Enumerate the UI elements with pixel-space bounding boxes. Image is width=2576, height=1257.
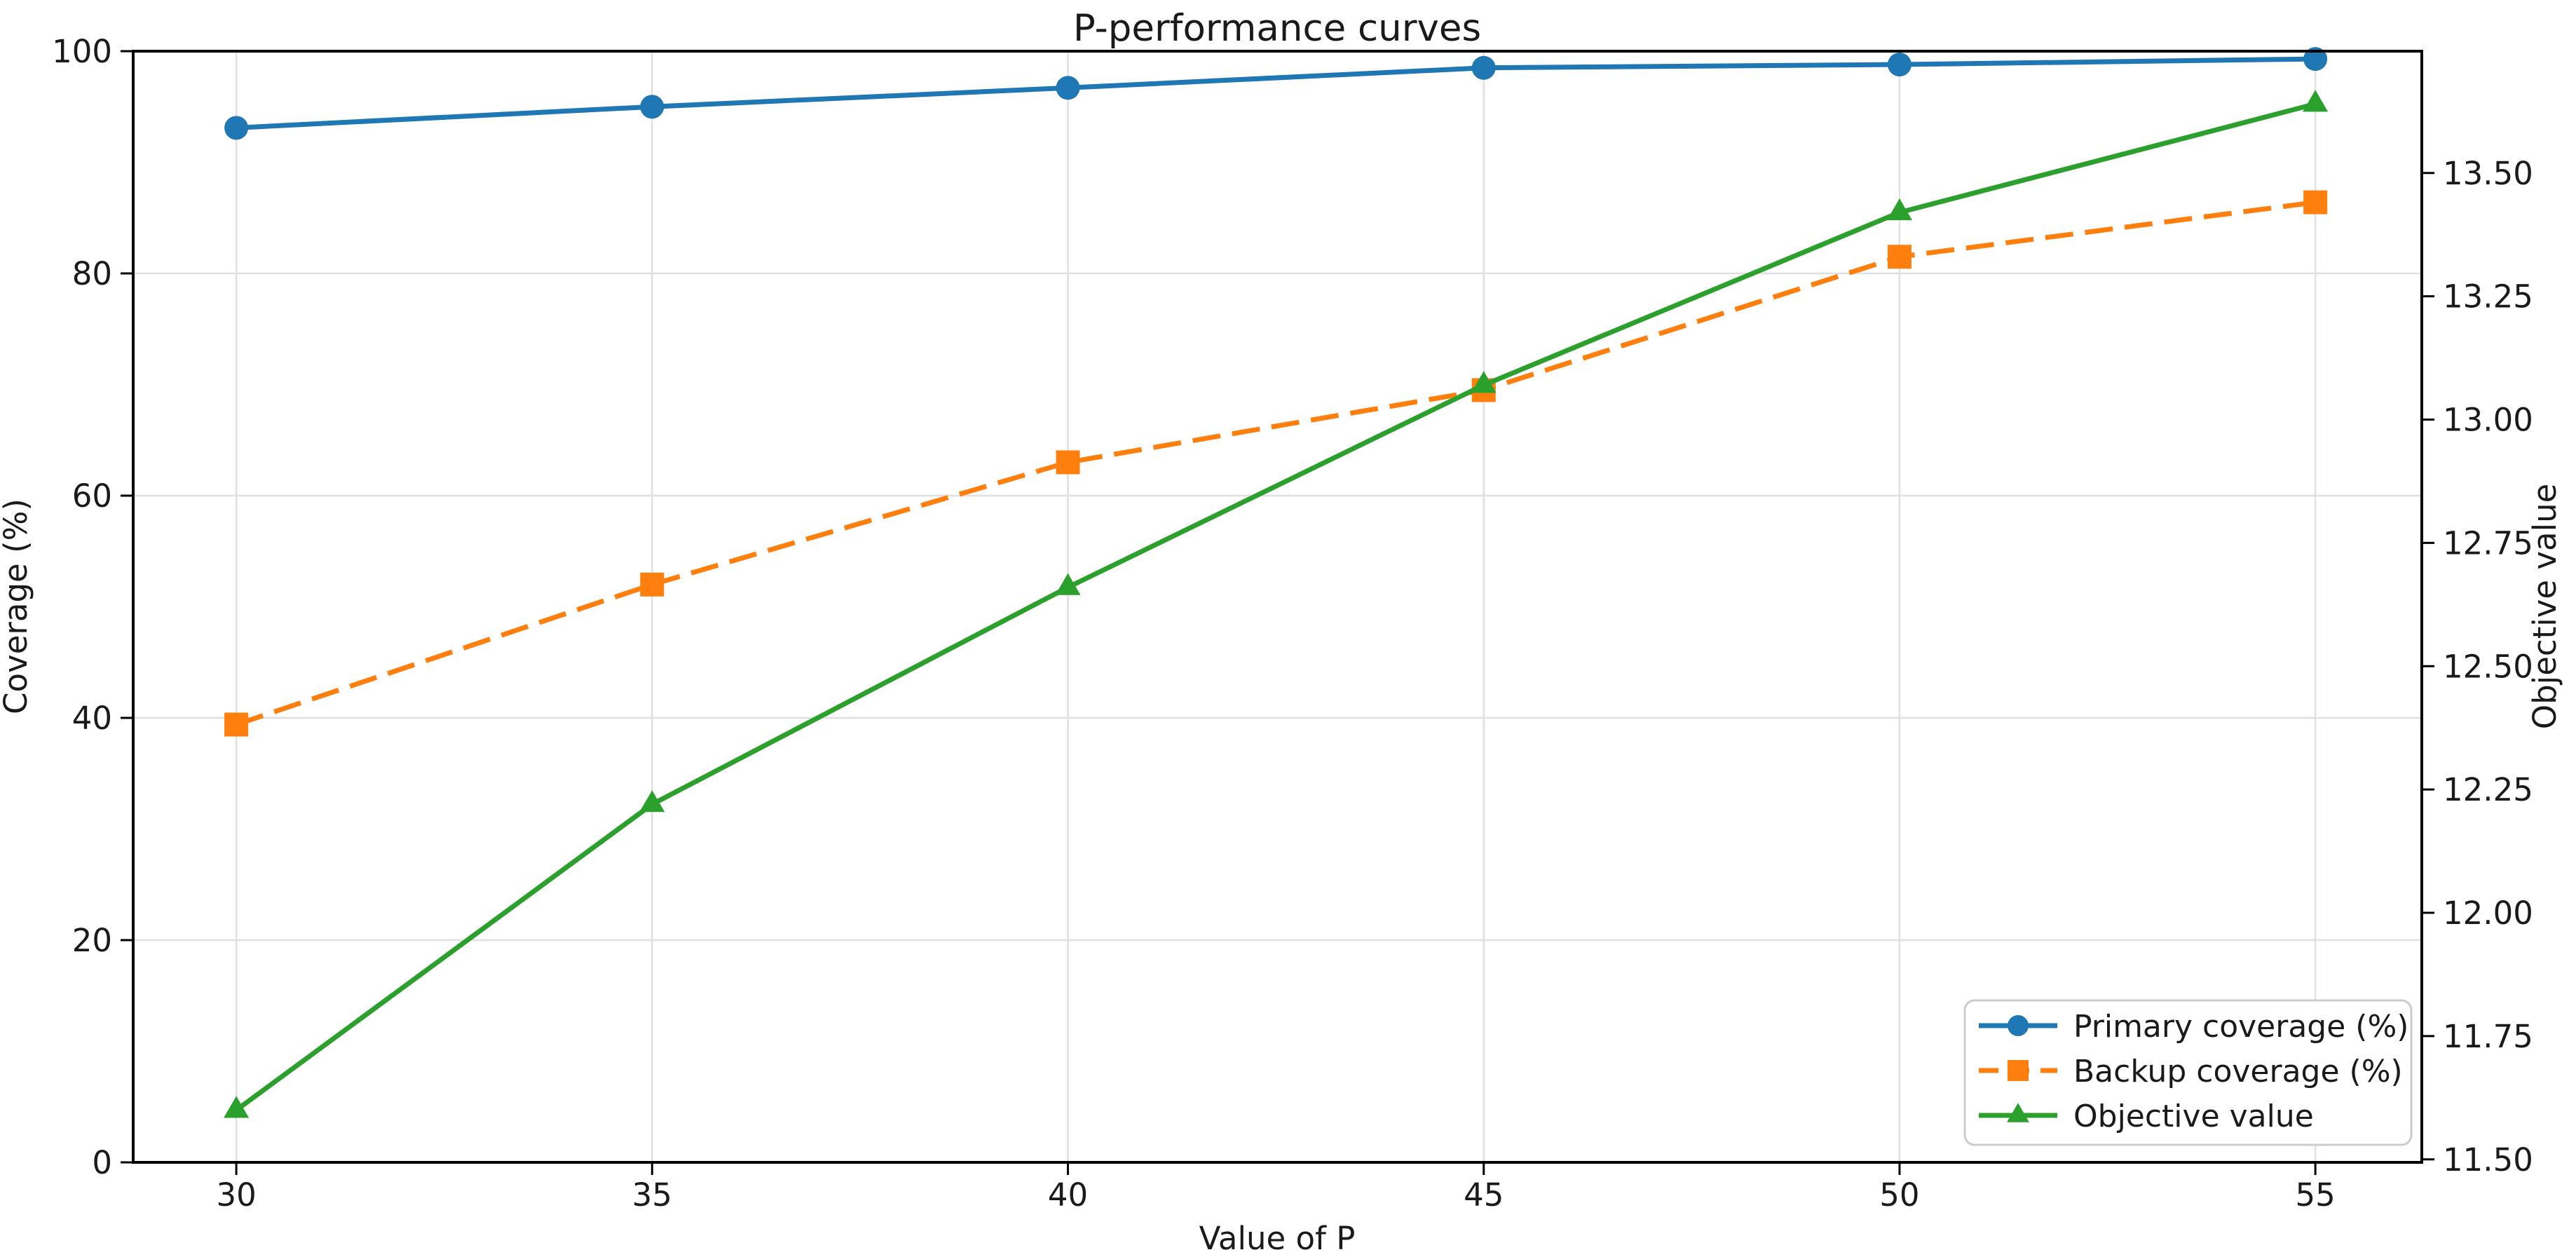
chart-title: P-performance curves xyxy=(1073,7,1481,50)
axes: 30 35 40 45 50 55 0 20 40 60 80 100 11.50 11.75 12.00 1… xyxy=(52,33,2533,1214)
legend-item: Primary coverage (%) xyxy=(1979,1009,2408,1045)
left-y-tick-label: 60 xyxy=(72,477,112,515)
series-square xyxy=(224,190,2328,737)
left-y-tick-label: 40 xyxy=(72,700,112,737)
data-point-marker xyxy=(640,572,665,597)
legend-item: Backup coverage (%) xyxy=(1979,1054,2403,1089)
data-point-marker xyxy=(2303,47,2328,72)
data-point-marker xyxy=(224,712,249,737)
data-point-marker xyxy=(2008,1060,2029,1081)
left-y-tick-label: 80 xyxy=(72,255,112,292)
x-tick-label: 40 xyxy=(1048,1176,1088,1214)
right-y-tick-label: 11.50 xyxy=(2443,1141,2533,1178)
data-point-marker xyxy=(2303,190,2328,215)
x-tick-label: 30 xyxy=(216,1176,256,1214)
right-y-tick-label: 12.25 xyxy=(2443,771,2533,808)
right-y-tick-label: 12.75 xyxy=(2443,524,2533,562)
legend-box xyxy=(1963,999,2413,1146)
data-series xyxy=(224,47,2329,1118)
series-line xyxy=(235,101,2317,1113)
series-circle xyxy=(224,47,2328,140)
legend: Primary coverage (%) Backup coverage (%) O… xyxy=(1963,999,2413,1146)
legend-label: Primary coverage (%) xyxy=(2073,1009,2408,1045)
left-y-axis-label: Coverage (%) xyxy=(0,498,34,714)
left-y-tick-label: 100 xyxy=(52,33,112,70)
data-point-marker xyxy=(1887,245,1911,269)
data-point-marker xyxy=(2303,90,2329,112)
data-point-marker xyxy=(224,1096,250,1118)
data-point-marker xyxy=(2008,1015,2029,1036)
right-y-tick-label: 11.75 xyxy=(2443,1018,2533,1055)
data-point-marker xyxy=(1886,198,1912,221)
data-point-marker xyxy=(1056,76,1080,100)
right-y-tick-label: 12.50 xyxy=(2443,648,2533,685)
left-y-tick-label: 0 xyxy=(92,1144,112,1181)
series-line xyxy=(235,200,2316,727)
x-tick-label: 35 xyxy=(632,1176,672,1214)
right-y-tick-label: 13.00 xyxy=(2443,402,2533,439)
data-point-marker xyxy=(1055,573,1081,595)
grid-lines xyxy=(133,50,2422,1164)
right-y-axis-label: Objective value xyxy=(2526,484,2563,730)
data-point-marker xyxy=(639,790,665,813)
x-tick-label: 55 xyxy=(2296,1176,2336,1214)
x-tick-label: 50 xyxy=(1879,1176,1919,1214)
legend-item: Objective value xyxy=(1979,1099,2314,1134)
data-point-marker xyxy=(2007,1103,2029,1122)
x-axis-label: Value of P xyxy=(1199,1220,1356,1257)
data-point-marker xyxy=(640,95,665,119)
data-point-marker xyxy=(1056,450,1080,475)
right-y-tick-label: 13.25 xyxy=(2443,278,2533,315)
data-point-marker xyxy=(1471,55,1496,80)
legend-label: Backup coverage (%) xyxy=(2073,1054,2403,1089)
series-line xyxy=(236,56,2316,130)
right-y-tick-label: 12.00 xyxy=(2443,895,2533,932)
data-point-marker xyxy=(224,116,249,140)
legend-label: Objective value xyxy=(2073,1099,2314,1134)
left-y-tick-label: 20 xyxy=(72,922,112,959)
right-y-tick-label: 13.50 xyxy=(2443,155,2533,192)
plot-border xyxy=(132,50,2423,1164)
data-point-marker xyxy=(1887,53,1911,77)
data-point-marker xyxy=(1471,371,1497,393)
series-triangle xyxy=(224,90,2329,1118)
x-tick-label: 45 xyxy=(1464,1176,1504,1214)
